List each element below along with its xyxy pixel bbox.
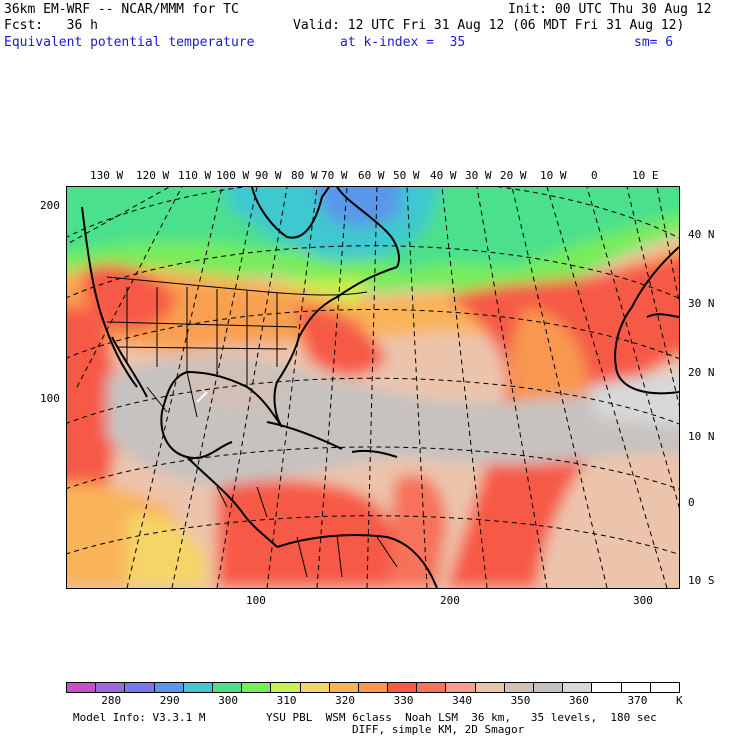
model-info: Model Info: V3.3.1 M — [73, 711, 206, 724]
latitude-label: 10 S — [688, 574, 715, 587]
colorbar-tick-label: 320 — [335, 694, 356, 707]
theta-e-field — [67, 187, 679, 588]
longitude-label: 110 W — [178, 169, 212, 182]
coastlines — [81, 187, 679, 588]
colorbar-tick-label: 370 — [627, 694, 648, 707]
colorbar-tick-label: 300 — [218, 694, 239, 707]
longitude-label: 130 W — [90, 169, 124, 182]
theta-e-map — [66, 186, 680, 589]
longitude-label: 120 W — [136, 169, 170, 182]
longitude-label: 80 W — [291, 169, 318, 182]
diffusion-info: DIFF, simple KM, 2D Smagor — [352, 723, 525, 736]
colorbar-swatch — [271, 683, 301, 692]
colorbar-swatch — [242, 683, 272, 692]
x-grid-label: 300 — [633, 594, 653, 607]
longitude-label: 10 E — [632, 169, 659, 182]
longitude-label: 70 W — [321, 169, 348, 182]
colorbar-swatch — [534, 683, 564, 692]
colorbar-swatch — [125, 683, 155, 692]
colorbar-tick-label: 350 — [510, 694, 531, 707]
latitude-label: 10 N — [688, 430, 715, 443]
longitude-label: 0 — [591, 169, 598, 182]
longitude-label: 40 W — [430, 169, 457, 182]
field-name: Equivalent potential temperature — [4, 35, 255, 50]
colorbar-swatch — [475, 683, 505, 692]
colorbar-swatch — [446, 683, 476, 692]
colorbar-swatch — [358, 683, 389, 692]
latitude-label: 0 — [688, 496, 695, 509]
latitude-label: 30 N — [688, 297, 715, 310]
init-time: Init: 00 UTC Thu 30 Aug 12 — [508, 2, 712, 17]
smoothing: sm= 6 — [634, 35, 674, 50]
colorbar-tick-label: 330 — [393, 694, 414, 707]
x-grid-label: 200 — [440, 594, 460, 607]
longitude-label: 100 W — [216, 169, 250, 182]
colorbar-tick-label: 280 — [101, 694, 122, 707]
colorbar-swatch — [96, 683, 126, 692]
longitude-label: 30 W — [465, 169, 492, 182]
longitude-label: 10 W — [540, 169, 567, 182]
colorbar-swatch — [592, 683, 622, 692]
colorbar-swatch — [563, 683, 593, 692]
colorbar-swatch — [329, 683, 359, 692]
colorbar-swatch — [154, 683, 184, 692]
colorbar-tick-label: 360 — [569, 694, 589, 707]
colorbar-tick-label: 290 — [159, 694, 180, 707]
longitude-label: 20 W — [500, 169, 527, 182]
longitude-label: 90 W — [255, 169, 282, 182]
map-canvas — [67, 187, 679, 588]
colorbar-swatch — [67, 683, 97, 692]
latitude-label: 20 N — [688, 366, 715, 379]
longitude-label: 60 W — [358, 169, 385, 182]
colorbar-swatch — [212, 683, 243, 692]
level-index: at k-index = 35 — [340, 35, 466, 50]
colorbar-tick-label: 340 — [452, 694, 472, 707]
colorbar-swatch — [417, 683, 447, 692]
valid-time: Valid: 12 UTC Fri 31 Aug 12 (06 MDT Fri … — [293, 18, 685, 33]
forecast-hour: Fcst: 36 h — [4, 18, 98, 33]
colorbar-swatch — [183, 683, 213, 692]
x-grid-label: 100 — [246, 594, 266, 607]
colorbar-tick-label: 310 — [276, 694, 297, 707]
borders — [106, 276, 398, 578]
colorbar-swatch — [650, 683, 679, 692]
colorbar-swatch — [300, 683, 330, 692]
model-title: 36km EM-WRF -- NCAR/MMM for TC — [4, 2, 239, 17]
colorbar — [66, 682, 680, 693]
colorbar-swatch — [621, 683, 651, 692]
colorbar-swatch — [388, 683, 418, 692]
y-grid-label: 100 — [40, 392, 60, 405]
physics-info: YSU PBL WSM 6class Noah LSM 36 km, 35 le… — [266, 711, 657, 724]
longitude-label: 50 W — [393, 169, 420, 182]
graticule — [67, 187, 679, 588]
colorbar-swatch — [504, 683, 534, 692]
y-grid-label: 200 — [40, 199, 60, 212]
colorbar-unit: K — [676, 694, 683, 707]
latitude-label: 40 N — [688, 228, 715, 241]
